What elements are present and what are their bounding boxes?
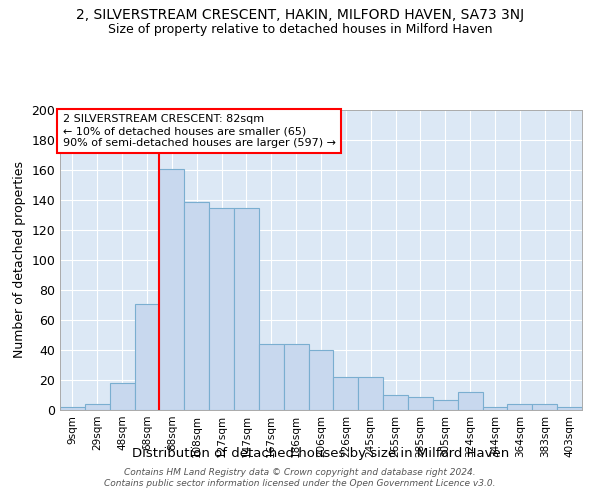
Bar: [433, 400, 458, 410]
Bar: [60, 407, 85, 410]
Bar: [209, 208, 234, 410]
Bar: [532, 404, 557, 410]
Bar: [184, 202, 209, 410]
Text: Contains HM Land Registry data © Crown copyright and database right 2024.
Contai: Contains HM Land Registry data © Crown c…: [104, 468, 496, 487]
Bar: [458, 392, 482, 410]
Text: Distribution of detached houses by size in Milford Haven: Distribution of detached houses by size …: [133, 448, 509, 460]
Text: Size of property relative to detached houses in Milford Haven: Size of property relative to detached ho…: [108, 22, 492, 36]
Bar: [259, 344, 284, 410]
Text: 2, SILVERSTREAM CRESCENT, HAKIN, MILFORD HAVEN, SA73 3NJ: 2, SILVERSTREAM CRESCENT, HAKIN, MILFORD…: [76, 8, 524, 22]
Bar: [284, 344, 308, 410]
Bar: [85, 404, 110, 410]
Bar: [110, 383, 134, 410]
Bar: [308, 350, 334, 410]
Bar: [408, 396, 433, 410]
Bar: [234, 208, 259, 410]
Bar: [358, 377, 383, 410]
Text: 2 SILVERSTREAM CRESCENT: 82sqm
← 10% of detached houses are smaller (65)
90% of : 2 SILVERSTREAM CRESCENT: 82sqm ← 10% of …: [62, 114, 335, 148]
Y-axis label: Number of detached properties: Number of detached properties: [13, 162, 26, 358]
Bar: [334, 377, 358, 410]
Bar: [160, 168, 184, 410]
Bar: [134, 304, 160, 410]
Bar: [557, 407, 582, 410]
Bar: [508, 404, 532, 410]
Bar: [383, 395, 408, 410]
Bar: [482, 407, 508, 410]
